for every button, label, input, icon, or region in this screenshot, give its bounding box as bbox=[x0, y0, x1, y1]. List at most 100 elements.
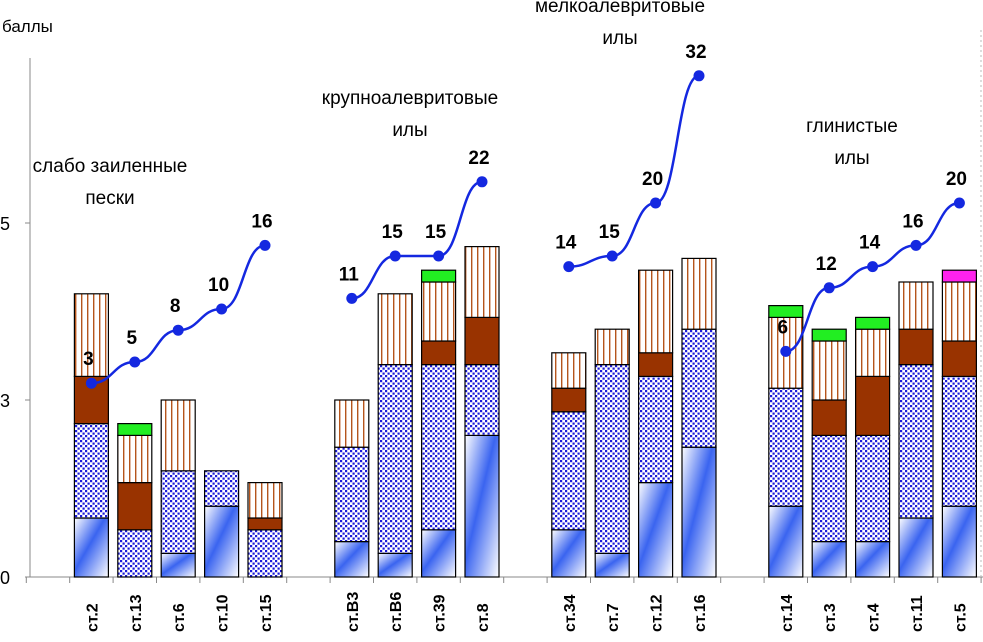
bar-segment-stripes bbox=[898, 281, 934, 330]
line-point bbox=[563, 261, 575, 273]
group-label: глинистые bbox=[806, 116, 898, 137]
x-tick-label: ст.4 bbox=[866, 603, 883, 632]
bar-stack bbox=[898, 281, 934, 578]
bar-segment-dots bbox=[811, 434, 847, 543]
x-tick-label: ст.16 bbox=[692, 594, 709, 632]
x-tick-label: ст.14 bbox=[779, 594, 796, 632]
line-point bbox=[389, 250, 401, 262]
bar-segment-gradient bbox=[768, 505, 804, 578]
bar-stack bbox=[377, 293, 413, 578]
bar-segment-brown bbox=[421, 340, 457, 366]
bar-segment-brown bbox=[247, 517, 283, 531]
line-point bbox=[910, 239, 922, 251]
bar-segment-gradient bbox=[681, 446, 717, 578]
bar-segment-dots bbox=[854, 434, 891, 543]
line-point-label: 16 bbox=[902, 211, 923, 232]
group-label: слабо заиленные bbox=[33, 156, 188, 177]
bar-stack bbox=[681, 257, 717, 578]
bar-segment-stripes bbox=[334, 399, 370, 448]
bar-segment-gradient bbox=[594, 552, 630, 578]
bar-stack bbox=[421, 269, 457, 578]
bar-segment-stripes bbox=[681, 257, 717, 330]
bar-segment-green bbox=[768, 305, 804, 319]
bar-segment-gradient bbox=[334, 540, 370, 578]
bar-stack bbox=[811, 328, 847, 578]
bar-segment-magenta bbox=[941, 269, 978, 283]
bar-stack bbox=[854, 316, 891, 578]
bar-segment-dots bbox=[160, 470, 196, 554]
line-point-label: 14 bbox=[555, 233, 577, 254]
line-point bbox=[216, 303, 228, 315]
line-point-label: 22 bbox=[468, 148, 489, 169]
bar-stack bbox=[160, 399, 196, 578]
line-point-label: 20 bbox=[946, 169, 967, 190]
bar-stack bbox=[247, 482, 283, 578]
line-point-label: 5 bbox=[127, 328, 138, 349]
x-tick-label: ст.2 bbox=[84, 603, 101, 632]
line-path bbox=[568, 74, 700, 268]
bar-segment-dots bbox=[204, 470, 240, 507]
bar-segment-stripes bbox=[811, 340, 847, 401]
line-point-label: 11 bbox=[339, 264, 360, 285]
line-point-label: 15 bbox=[425, 222, 447, 243]
line-path bbox=[351, 180, 483, 300]
bar-segment-brown bbox=[551, 387, 587, 413]
x-ticks: ст.2 ст.13 ст.6 ст.10 ст.15 ст.В3 ст.В6 ст.39 ст… bbox=[25, 577, 982, 632]
x-tick-label: ст.3 bbox=[822, 603, 839, 632]
line-point-label: 15 bbox=[382, 222, 404, 243]
bar-segment-stripes bbox=[73, 293, 110, 377]
bar-segment-dots bbox=[117, 529, 153, 578]
y-ticks: 0 3 5 bbox=[0, 214, 30, 588]
x-tick-label: ст.5 bbox=[952, 603, 969, 632]
line-point bbox=[693, 70, 705, 82]
line-point-label: 6 bbox=[778, 317, 789, 338]
bar-stack bbox=[941, 269, 978, 578]
x-tick-label: ст.15 bbox=[258, 594, 275, 632]
group-label: илы bbox=[392, 120, 427, 141]
line-point-label: 32 bbox=[685, 42, 706, 63]
line-point bbox=[780, 345, 792, 357]
bar-segment-stripes bbox=[551, 352, 587, 389]
group-label: илы bbox=[834, 148, 869, 169]
bar-segment-brown bbox=[941, 340, 978, 378]
x-tick-label: ст.11 bbox=[909, 595, 926, 632]
bar-segment-brown bbox=[464, 316, 500, 366]
x-tick-label: ст.10 bbox=[215, 594, 232, 632]
line-point-label: 14 bbox=[859, 233, 881, 254]
line-point bbox=[346, 292, 358, 304]
bar-segment-dots bbox=[898, 364, 934, 519]
line-point bbox=[259, 239, 271, 251]
x-tick-label: ст.34 bbox=[562, 594, 579, 632]
group-label: илы bbox=[602, 28, 637, 49]
line-point bbox=[823, 282, 835, 294]
bar-segment-dots bbox=[334, 446, 370, 543]
y-tick-label: 5 bbox=[0, 214, 10, 234]
bar-stack bbox=[334, 399, 370, 578]
bar-segment-stripes bbox=[594, 328, 630, 366]
line-point bbox=[85, 377, 97, 389]
bar-segment-brown bbox=[117, 482, 153, 531]
line-point bbox=[867, 261, 879, 273]
x-tick-label: ст.13 bbox=[128, 594, 145, 632]
line-point-label: 3 bbox=[83, 349, 94, 370]
bar-stack bbox=[594, 328, 630, 578]
bar-segment-brown bbox=[811, 399, 847, 437]
bar-segment-dots bbox=[941, 375, 978, 507]
bar-stack bbox=[73, 293, 110, 578]
x-tick-label: ст.8 bbox=[475, 603, 492, 632]
bar-segment-dots bbox=[551, 411, 587, 531]
bar-stack bbox=[464, 246, 500, 578]
bar-segment-gradient bbox=[421, 529, 457, 578]
bar-segment-stripes bbox=[854, 328, 891, 378]
group-label: крупноалевритовые bbox=[322, 88, 498, 109]
bar-segment-brown bbox=[637, 352, 674, 377]
bar-segment-stripes bbox=[377, 293, 413, 366]
group-label: мелкоалевритовые bbox=[535, 0, 705, 17]
bar-segment-stripes bbox=[247, 482, 283, 519]
line-point bbox=[650, 197, 662, 209]
bar-segment-gradient bbox=[204, 505, 240, 578]
bar-segment-brown bbox=[854, 375, 891, 436]
bar-segment-brown bbox=[898, 328, 934, 366]
x-tick-label: ст.39 bbox=[432, 594, 449, 632]
